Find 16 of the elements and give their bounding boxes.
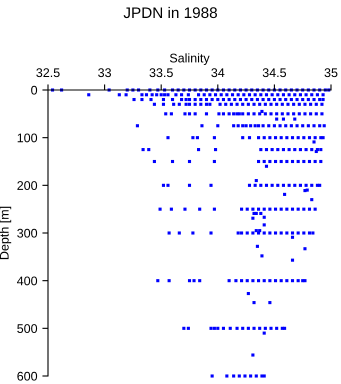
chart-title: JPDN in 1988 <box>124 6 217 18</box>
x-tick-label: 34.5 <box>262 68 286 78</box>
y-tick-label: 100 <box>18 133 38 142</box>
x-tick-label: 32.5 <box>36 68 60 78</box>
x-tick-label: 35 <box>324 68 338 78</box>
y-tick-label: 500 <box>17 324 38 333</box>
x-tick-label: 33.5 <box>150 68 173 78</box>
x-axis-title: Salinity <box>170 53 210 65</box>
x-tick-label: 33 <box>98 68 112 78</box>
y-tick-label: 400 <box>17 276 38 286</box>
x-tick-label: 34 <box>211 68 224 78</box>
y-tick-label: 200 <box>17 181 38 190</box>
y-tick-label: 600 <box>17 372 38 381</box>
y-axis-title: Depth [m] <box>0 206 12 260</box>
y-tick-label: 300 <box>17 228 38 238</box>
y-tick-label: 0 <box>31 86 38 95</box>
